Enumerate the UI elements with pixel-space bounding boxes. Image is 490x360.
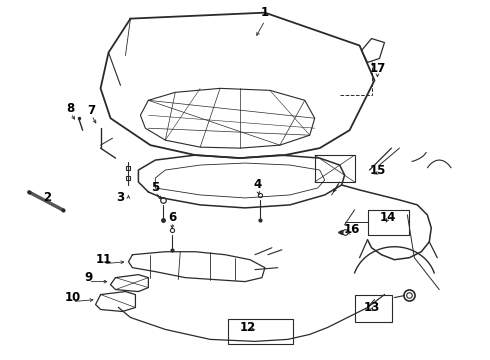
Text: 16: 16	[343, 223, 360, 236]
FancyBboxPatch shape	[228, 319, 293, 345]
Text: 3: 3	[117, 192, 124, 204]
Text: 14: 14	[379, 211, 395, 224]
FancyBboxPatch shape	[355, 294, 392, 323]
Text: 9: 9	[84, 271, 93, 284]
Text: 13: 13	[364, 301, 380, 314]
Text: 17: 17	[369, 62, 386, 75]
Text: 15: 15	[369, 163, 386, 176]
Text: 12: 12	[240, 321, 256, 334]
Text: 1: 1	[261, 6, 269, 19]
Text: 11: 11	[96, 253, 112, 266]
Text: 5: 5	[151, 181, 159, 194]
Text: 6: 6	[168, 211, 176, 224]
Text: 8: 8	[67, 102, 75, 115]
Text: 4: 4	[254, 179, 262, 192]
Text: 10: 10	[65, 291, 81, 304]
Text: 7: 7	[88, 104, 96, 117]
Text: 2: 2	[43, 192, 51, 204]
